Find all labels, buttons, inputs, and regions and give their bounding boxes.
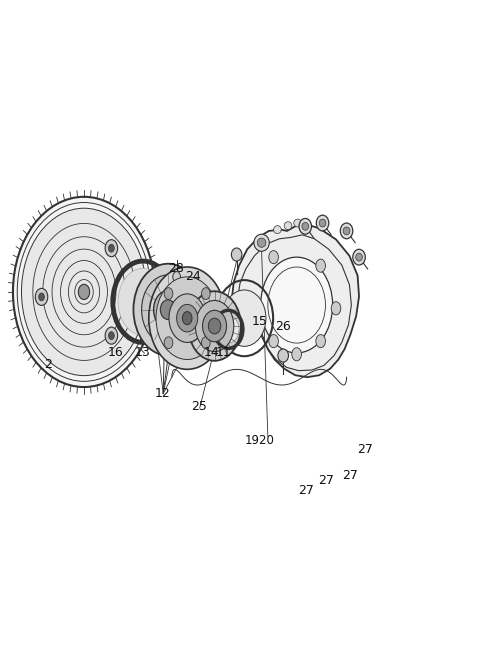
Ellipse shape <box>169 294 205 342</box>
Ellipse shape <box>269 335 278 348</box>
Ellipse shape <box>269 251 278 264</box>
Ellipse shape <box>160 300 176 319</box>
Ellipse shape <box>302 222 309 230</box>
Ellipse shape <box>261 257 333 353</box>
Ellipse shape <box>78 284 90 300</box>
Text: 13: 13 <box>135 346 151 359</box>
Ellipse shape <box>254 234 269 251</box>
Ellipse shape <box>39 293 45 301</box>
Text: 12: 12 <box>155 387 170 400</box>
Ellipse shape <box>164 337 173 348</box>
Ellipse shape <box>188 277 196 289</box>
Ellipse shape <box>22 208 146 376</box>
Text: 26: 26 <box>276 320 291 333</box>
Ellipse shape <box>118 268 168 335</box>
Ellipse shape <box>188 291 241 361</box>
Text: 14: 14 <box>204 346 219 359</box>
Ellipse shape <box>36 289 48 306</box>
Ellipse shape <box>105 327 118 344</box>
Ellipse shape <box>177 304 198 332</box>
Ellipse shape <box>223 290 266 346</box>
Ellipse shape <box>202 288 210 300</box>
Ellipse shape <box>231 248 242 261</box>
Text: 27: 27 <box>357 443 373 456</box>
Ellipse shape <box>149 267 226 369</box>
Ellipse shape <box>218 316 239 343</box>
Ellipse shape <box>203 310 227 342</box>
Text: 1920: 1920 <box>244 434 274 447</box>
Text: 24: 24 <box>186 270 201 283</box>
Ellipse shape <box>195 300 234 352</box>
Text: 27: 27 <box>318 474 335 487</box>
Ellipse shape <box>294 219 301 227</box>
Ellipse shape <box>156 277 218 359</box>
Ellipse shape <box>257 238 266 247</box>
Text: 15: 15 <box>251 315 267 328</box>
Ellipse shape <box>331 302 341 315</box>
Ellipse shape <box>356 253 362 261</box>
Ellipse shape <box>274 226 281 234</box>
Ellipse shape <box>202 337 210 348</box>
Ellipse shape <box>340 223 353 239</box>
Text: 27: 27 <box>298 484 314 497</box>
Text: 2: 2 <box>44 358 52 371</box>
Ellipse shape <box>142 275 194 344</box>
Ellipse shape <box>13 197 155 387</box>
Ellipse shape <box>108 244 114 252</box>
Text: 16: 16 <box>108 346 123 359</box>
Text: 28: 28 <box>168 262 184 276</box>
Ellipse shape <box>299 218 312 234</box>
Ellipse shape <box>343 227 350 235</box>
Ellipse shape <box>353 249 365 265</box>
Ellipse shape <box>316 259 325 272</box>
Ellipse shape <box>154 291 182 329</box>
Text: 27: 27 <box>342 469 359 482</box>
Text: 11: 11 <box>216 346 231 359</box>
Ellipse shape <box>284 222 292 230</box>
Ellipse shape <box>108 332 114 340</box>
Ellipse shape <box>316 215 329 231</box>
Ellipse shape <box>278 349 288 362</box>
Ellipse shape <box>319 219 326 227</box>
Ellipse shape <box>182 312 192 325</box>
Ellipse shape <box>133 264 203 356</box>
Text: 25: 25 <box>191 400 207 413</box>
Ellipse shape <box>164 288 173 300</box>
Ellipse shape <box>173 272 180 282</box>
Ellipse shape <box>208 318 221 334</box>
Ellipse shape <box>105 239 118 256</box>
Ellipse shape <box>316 335 325 348</box>
Polygon shape <box>232 224 359 377</box>
Ellipse shape <box>292 348 301 361</box>
